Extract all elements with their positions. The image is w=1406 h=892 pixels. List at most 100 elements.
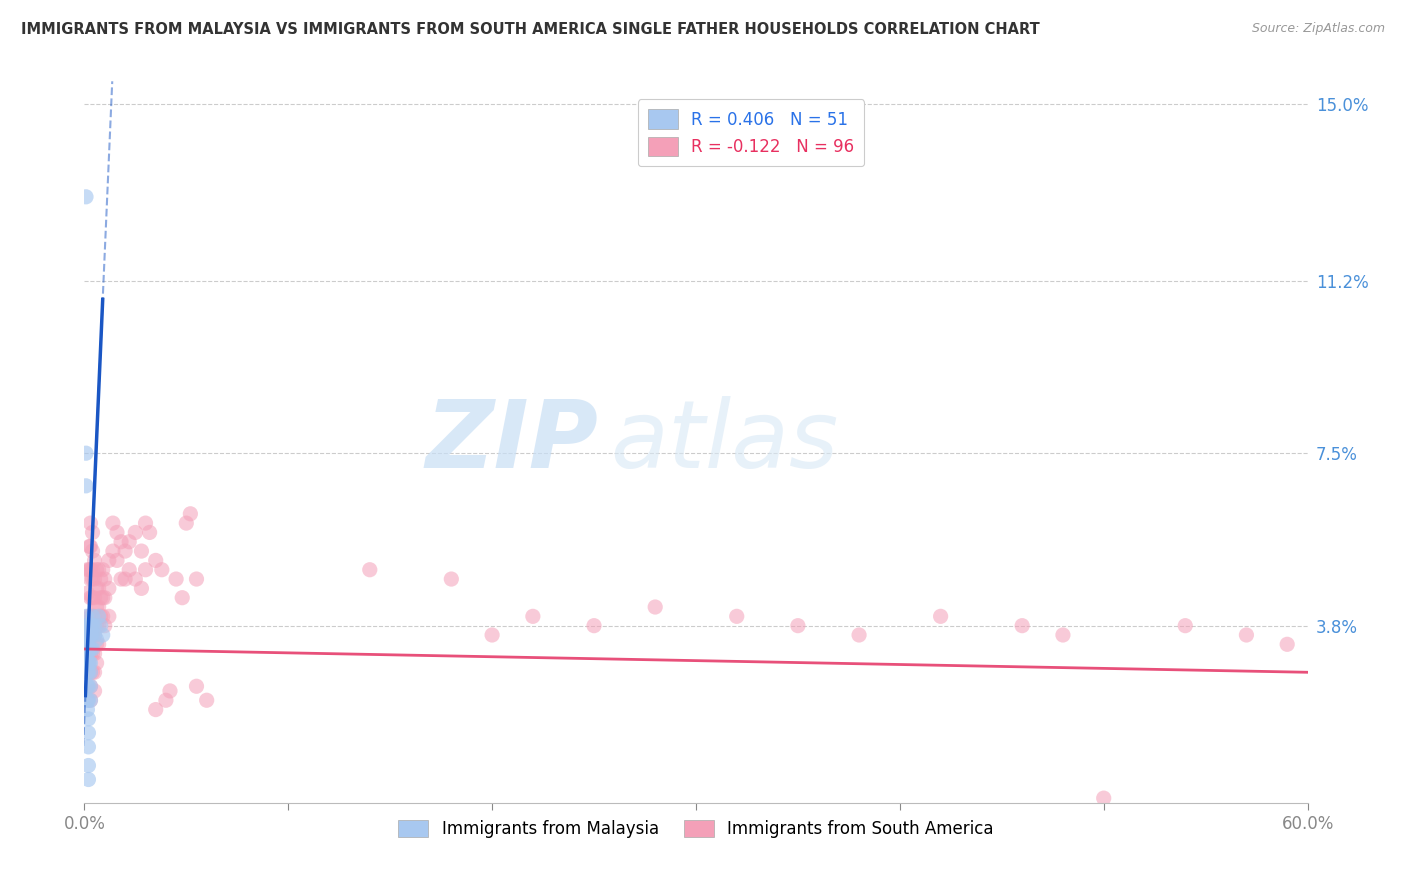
Point (77, 679, 100, 693)
Point (77, 628, 100, 642)
Point (174, 516, 197, 530)
Point (1174, 618, 1197, 632)
Point (76, 637, 98, 651)
Point (159, 684, 181, 698)
Point (83, 609, 105, 624)
Point (82, 628, 104, 642)
Point (79, 656, 101, 670)
Point (87, 563, 110, 577)
Legend: Immigrants from Malaysia, Immigrants from South America: Immigrants from Malaysia, Immigrants fro… (392, 814, 1000, 845)
Point (79, 516, 101, 530)
Point (83, 618, 105, 632)
Point (110, 534, 132, 549)
Point (87, 582, 110, 596)
Point (97, 609, 120, 624)
Point (82, 572, 104, 586)
Point (83, 628, 105, 642)
Point (82, 609, 104, 624)
Point (79, 665, 101, 680)
Point (91, 563, 114, 577)
Point (77, 656, 100, 670)
Point (79, 693, 101, 707)
Point (135, 516, 157, 530)
Point (82, 647, 104, 661)
Point (80, 618, 103, 632)
Point (1277, 637, 1299, 651)
Point (86, 582, 108, 596)
Point (1236, 628, 1258, 642)
Point (76, 618, 98, 632)
Point (86, 618, 108, 632)
Point (87, 637, 110, 651)
Point (79, 563, 101, 577)
Point (83, 572, 105, 586)
Point (82, 563, 104, 577)
Point (97, 582, 120, 596)
Point (77, 758, 100, 772)
Point (86, 656, 108, 670)
Point (131, 582, 153, 596)
Point (114, 572, 136, 586)
Text: ZIP: ZIP (425, 395, 598, 488)
Point (77, 726, 100, 740)
Point (79, 618, 101, 632)
Point (848, 628, 870, 642)
Point (75, 628, 97, 642)
Point (145, 553, 167, 567)
Point (75, 618, 97, 632)
Point (75, 647, 97, 661)
Point (80, 628, 103, 642)
Point (165, 572, 187, 586)
Point (1011, 618, 1033, 632)
Point (90, 618, 112, 632)
Point (195, 693, 218, 707)
Point (83, 591, 105, 605)
Point (79, 591, 101, 605)
Point (79, 642, 101, 657)
Point (87, 600, 110, 615)
Point (77, 693, 100, 707)
Point (79, 656, 101, 670)
Point (87, 609, 110, 624)
Point (93, 591, 115, 605)
Text: IMMIGRANTS FROM MALAYSIA VS IMMIGRANTS FROM SOUTH AMERICA SINGLE FATHER HOUSEHOL: IMMIGRANTS FROM MALAYSIA VS IMMIGRANTS F… (21, 22, 1040, 37)
Point (90, 572, 112, 586)
Point (79, 665, 101, 680)
Point (77, 609, 100, 624)
Point (83, 665, 105, 680)
Point (91, 591, 114, 605)
Point (90, 591, 112, 605)
Point (118, 563, 141, 577)
Point (75, 618, 97, 632)
Point (83, 553, 105, 567)
Point (79, 679, 101, 693)
Point (83, 684, 105, 698)
Point (101, 544, 124, 558)
Point (77, 739, 100, 754)
Point (86, 632, 108, 647)
Point (179, 507, 201, 521)
Point (787, 618, 810, 632)
Point (79, 572, 101, 586)
Point (77, 712, 100, 726)
Point (76, 647, 98, 661)
Point (725, 609, 748, 624)
Point (79, 628, 101, 642)
Point (359, 563, 381, 577)
Point (83, 647, 105, 661)
Point (79, 540, 101, 554)
Point (1092, 791, 1115, 805)
Point (79, 540, 101, 554)
Point (83, 628, 105, 642)
Point (105, 553, 128, 567)
Point (97, 553, 120, 567)
Point (75, 656, 97, 670)
Text: atlas: atlas (610, 396, 838, 487)
Point (76, 586, 98, 600)
Point (481, 628, 503, 642)
Point (644, 600, 666, 615)
Point (77, 628, 100, 642)
Point (77, 647, 100, 661)
Point (131, 544, 153, 558)
Point (79, 628, 101, 642)
